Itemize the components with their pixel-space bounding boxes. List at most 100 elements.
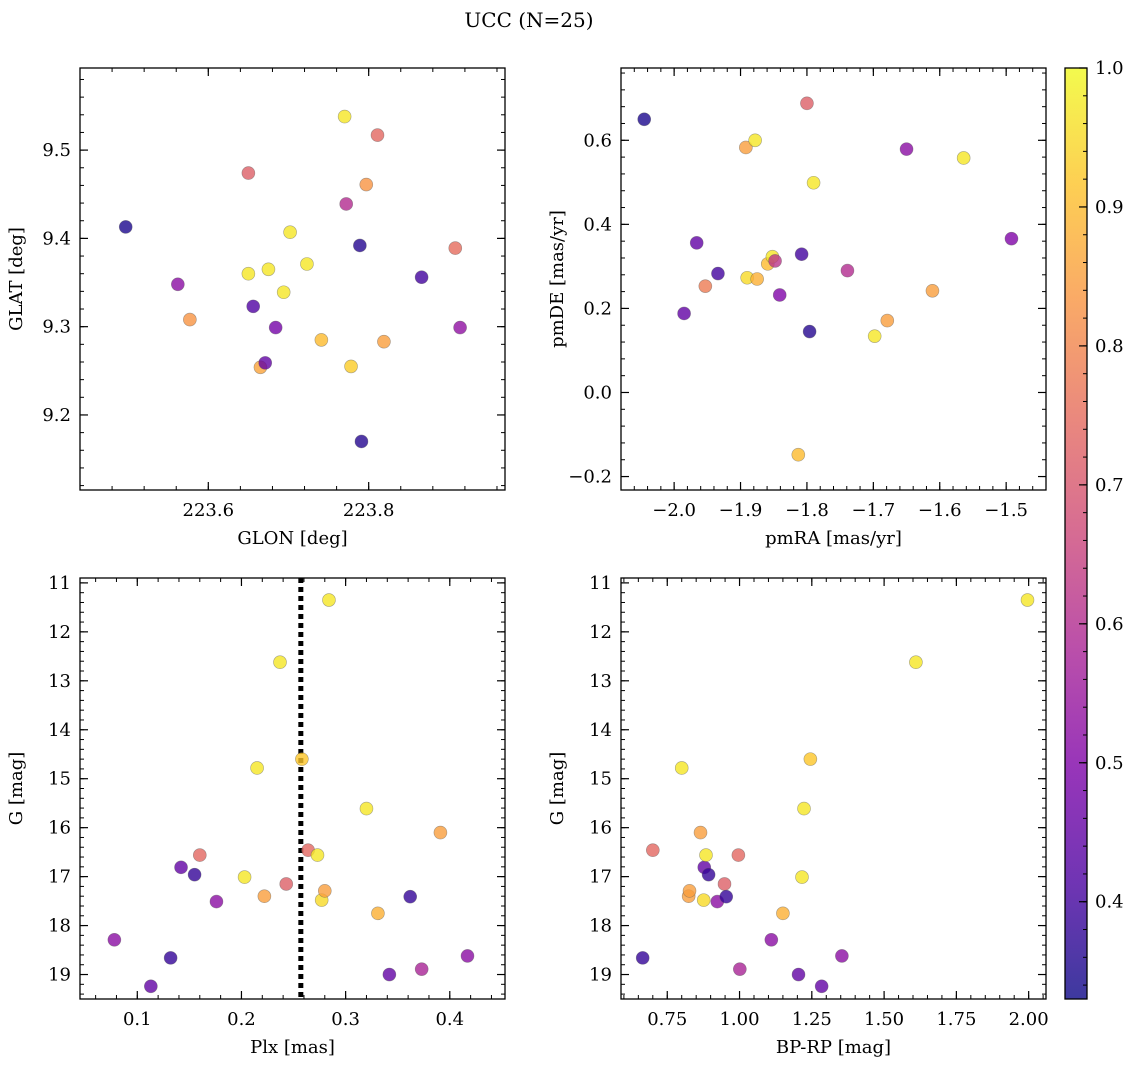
scatter-point: [899, 142, 914, 156]
y-tick-label: 9.3: [42, 317, 71, 338]
scatter-point: [353, 238, 367, 253]
scatter-point: [359, 801, 374, 816]
panel-pmra-pmde: −2.0 −1.9 −1.8 −1.7 −1.6 −1.5 −0.2 0.0 0.2 0.4 0.6…: [547, 67, 1047, 549]
scatter-point: [183, 312, 197, 327]
scatter-point: [241, 266, 256, 281]
y-tick-label: 15: [589, 769, 612, 790]
scatter-point: [174, 860, 188, 875]
scatter-point: [699, 848, 713, 862]
x-tick-label: −1.9: [719, 500, 763, 521]
y-tick-label: 13: [48, 671, 71, 692]
colorbar-tick-label: 0.4: [1095, 892, 1124, 913]
scatter-point: [344, 359, 358, 374]
scatter-point: [956, 151, 971, 165]
y-tick-label: 13: [589, 671, 612, 692]
y-tick-label: 12: [48, 622, 71, 643]
colorbar-tick-label: 0.7: [1095, 475, 1124, 496]
x-tick-label: 1.25: [792, 1009, 832, 1030]
scatter-point: [359, 177, 374, 192]
x-axis-label: Plx [mas]: [250, 1037, 335, 1058]
scatter-point: [791, 447, 806, 462]
y-tick-label: 9.5: [42, 140, 71, 161]
panel-bprp-g: 0.75 1.00 1.25 1.50 1.75 2.00 11 12 13 14 15 16 17 18…: [547, 573, 1049, 1058]
x-tick-label: 1.00: [719, 1009, 759, 1030]
scatter-point: [637, 112, 652, 127]
scatter-point: [257, 889, 272, 903]
x-tick-label: 1.50: [864, 1009, 904, 1030]
scatter-point: [276, 285, 291, 300]
scatter-point: [909, 655, 923, 670]
scatter-point: [674, 761, 689, 775]
scatter-point: [646, 843, 660, 857]
y-tick-label: 16: [48, 818, 71, 839]
scatter-point: [414, 270, 429, 285]
y-axis-label: G [mag]: [547, 752, 568, 825]
scatter-point: [701, 867, 716, 882]
scatter-point: [273, 655, 287, 670]
scatter-point: [682, 884, 697, 898]
scatter-point: [772, 288, 787, 302]
scatter-point: [310, 848, 325, 862]
x-tick-label: 0.1: [123, 1009, 152, 1030]
y-tick-label: 15: [48, 769, 71, 790]
scatter-point: [748, 133, 762, 148]
scatter-point: [880, 313, 895, 328]
y-axis-label: pmDE [mas/yr]: [547, 210, 568, 348]
y-tick-label: 14: [589, 720, 612, 741]
scatter-point: [750, 272, 764, 286]
scatter-point: [354, 434, 369, 449]
scatter-point: [698, 279, 713, 293]
scatter-point: [739, 140, 753, 155]
scatter-point: [187, 867, 202, 882]
colorbar-tick-label: 0.8: [1095, 336, 1124, 357]
scatter-point: [322, 593, 336, 607]
panel-glon-glat: 223.6 223.8 9.2 9.3 9.4 9.5 GLON [deg] GLAT [de…: [6, 67, 506, 549]
scatter-point: [295, 752, 309, 766]
figure-title: UCC (N=25): [464, 8, 593, 32]
colorbar-gradient: [1065, 68, 1087, 999]
scatter-point: [317, 884, 332, 898]
scatter-point: [144, 979, 158, 994]
scatter-point: [693, 825, 708, 840]
colorbar-tick-label: 0.5: [1095, 753, 1124, 774]
y-tick-label: 14: [48, 720, 71, 741]
y-tick-label: 0.4: [583, 214, 612, 235]
y-tick-label: 11: [48, 573, 71, 594]
scatter-point: [794, 247, 809, 262]
scatter-point: [241, 166, 256, 180]
scatter-point: [803, 752, 818, 766]
axes-frame: [620, 577, 1047, 1000]
scatter-point: [1020, 593, 1035, 607]
scatter-point: [711, 266, 725, 281]
y-tick-label: 9.4: [42, 228, 71, 249]
x-tick-label: 2.00: [1009, 1009, 1049, 1030]
scatter-point: [768, 254, 782, 268]
scatter-point: [250, 761, 264, 775]
scatter-point: [118, 220, 133, 234]
x-tick-label: 223.6: [183, 500, 235, 521]
scatter-point: [635, 951, 650, 965]
scatter-point: [279, 877, 294, 891]
scatter-point: [764, 932, 779, 947]
x-axis-label: GLON [deg]: [237, 528, 347, 549]
scatter-point: [414, 962, 429, 976]
y-axis-label: GLAT [deg]: [6, 227, 27, 331]
panel-plx-g: 0.1 0.2 0.3 0.4 11 12 13 14 15 16 17 18 19 Plx [mas] G…: [6, 573, 506, 1058]
scatter-point: [448, 241, 463, 255]
colorbar-frame: [1064, 67, 1088, 1000]
axes-frame: [620, 67, 1047, 491]
scatter-point: [246, 299, 261, 314]
x-tick-label: −2.0: [652, 500, 696, 521]
scatter-point: [696, 893, 711, 907]
y-tick-label: 16: [589, 818, 612, 839]
axes-frame: [79, 67, 506, 491]
scatter-point: [719, 889, 734, 904]
scatter-point: [258, 356, 273, 370]
scatter-point: [403, 889, 418, 904]
scatter-point: [268, 320, 283, 335]
colorbar-tick-label: 1.0: [1095, 58, 1124, 79]
y-tick-label: 9.2: [42, 405, 71, 426]
y-tick-label: 18: [589, 916, 612, 937]
scatter-point: [283, 225, 297, 240]
scatter-point: [337, 109, 352, 124]
